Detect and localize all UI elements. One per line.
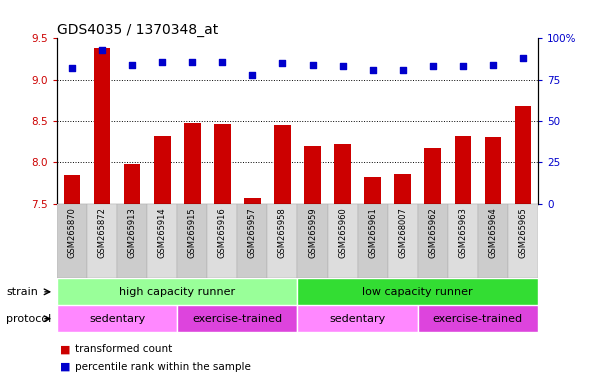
Bar: [207, 204, 237, 278]
Bar: [237, 204, 267, 278]
Bar: [147, 204, 177, 278]
Bar: [358, 204, 388, 278]
Bar: [484, 137, 501, 204]
Text: GSM265964: GSM265964: [489, 207, 497, 258]
Point: [398, 67, 407, 73]
Bar: [328, 204, 358, 278]
Text: GSM265872: GSM265872: [98, 207, 106, 258]
Point: [97, 47, 107, 53]
Bar: [297, 204, 328, 278]
Bar: [94, 48, 111, 204]
Text: high capacity runner: high capacity runner: [119, 287, 236, 297]
Point: [338, 63, 347, 70]
Text: transformed count: transformed count: [75, 344, 172, 354]
Bar: [364, 177, 381, 204]
Bar: [57, 305, 177, 332]
Bar: [448, 204, 478, 278]
Text: GSM265870: GSM265870: [68, 207, 76, 258]
Bar: [274, 125, 291, 204]
Bar: [184, 122, 201, 204]
Text: strain: strain: [6, 287, 38, 297]
Bar: [244, 198, 261, 204]
Bar: [304, 146, 321, 204]
Text: GSM265961: GSM265961: [368, 207, 377, 258]
Bar: [177, 305, 297, 332]
Bar: [508, 204, 538, 278]
Text: GSM265965: GSM265965: [519, 207, 527, 258]
Bar: [117, 204, 147, 278]
Point: [518, 55, 528, 61]
Text: ■: ■: [60, 362, 70, 372]
Text: exercise-trained: exercise-trained: [192, 314, 282, 324]
Bar: [388, 204, 418, 278]
Text: GSM268007: GSM268007: [398, 207, 407, 258]
Text: GSM265957: GSM265957: [248, 207, 257, 258]
Point: [127, 62, 137, 68]
Text: GSM265959: GSM265959: [308, 207, 317, 258]
Point: [278, 60, 287, 66]
Bar: [177, 204, 207, 278]
Point: [157, 58, 167, 65]
Point: [188, 58, 197, 65]
Text: low capacity runner: low capacity runner: [362, 287, 473, 297]
Point: [428, 63, 438, 70]
Text: GSM265958: GSM265958: [278, 207, 287, 258]
Bar: [57, 204, 87, 278]
Bar: [418, 305, 538, 332]
Text: exercise-trained: exercise-trained: [433, 314, 523, 324]
Bar: [334, 144, 351, 204]
Bar: [418, 204, 448, 278]
Text: GSM265962: GSM265962: [429, 207, 437, 258]
Text: GSM265963: GSM265963: [459, 207, 467, 258]
Bar: [267, 204, 297, 278]
Text: protocol: protocol: [6, 314, 51, 324]
Point: [218, 58, 227, 65]
Point: [248, 72, 257, 78]
Bar: [424, 148, 441, 204]
Text: sedentary: sedentary: [89, 314, 145, 324]
Bar: [57, 278, 297, 305]
Text: GSM265960: GSM265960: [338, 207, 347, 258]
Point: [458, 63, 468, 70]
Text: GSM265915: GSM265915: [188, 207, 197, 258]
Bar: [214, 124, 231, 204]
Bar: [478, 204, 508, 278]
Bar: [297, 305, 418, 332]
Text: GDS4035 / 1370348_at: GDS4035 / 1370348_at: [57, 23, 218, 37]
Point: [368, 67, 377, 73]
Bar: [394, 174, 411, 204]
Bar: [297, 278, 538, 305]
Text: GSM265913: GSM265913: [128, 207, 136, 258]
Text: GSM265914: GSM265914: [158, 207, 166, 258]
Bar: [87, 204, 117, 278]
Bar: [154, 136, 171, 204]
Bar: [454, 136, 471, 204]
Point: [308, 62, 317, 68]
Point: [67, 65, 77, 71]
Text: percentile rank within the sample: percentile rank within the sample: [75, 362, 251, 372]
Text: sedentary: sedentary: [329, 314, 386, 324]
Point: [488, 62, 498, 68]
Text: GSM265916: GSM265916: [218, 207, 227, 258]
Bar: [64, 175, 81, 204]
Bar: [514, 106, 531, 204]
Bar: [124, 164, 141, 204]
Text: ■: ■: [60, 344, 70, 354]
